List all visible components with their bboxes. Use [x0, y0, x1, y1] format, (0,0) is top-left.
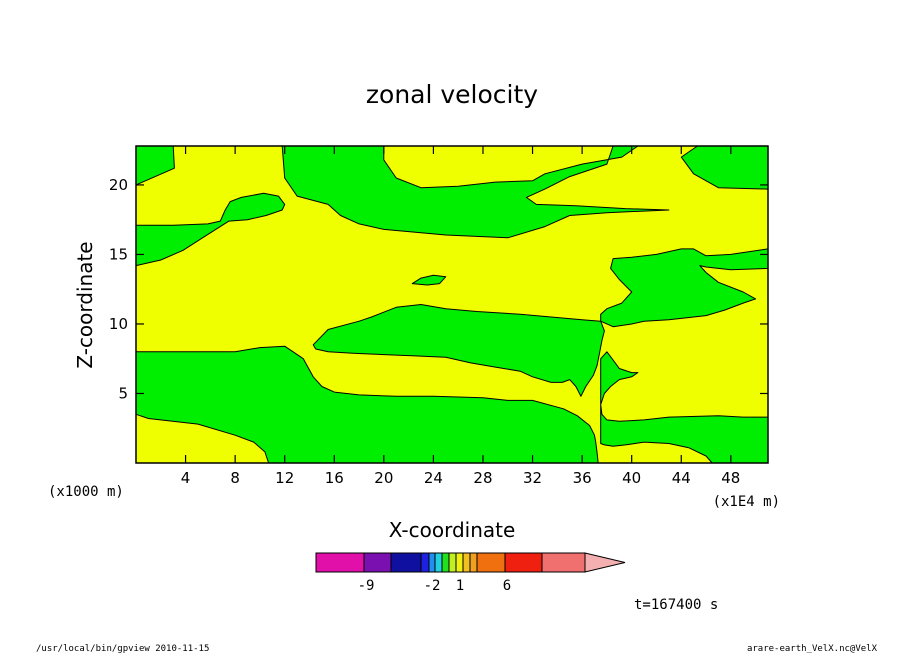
field-region-middle-green: [312, 304, 605, 397]
x-tick-label: 32: [523, 469, 542, 487]
footer-left: /usr/local/bin/gpview 2010-11-15: [36, 644, 209, 654]
x-tick-label: 40: [622, 469, 641, 487]
colorbar-label: -9: [358, 578, 375, 594]
colorbar-arrow: [584, 552, 626, 573]
field-region-right-lower-green: [600, 351, 769, 464]
colorbar-cell: [363, 552, 392, 573]
y-tick-label: 5: [118, 384, 128, 402]
x-tick-label: 4: [181, 469, 191, 487]
colorbar-cell: [428, 552, 436, 573]
field-region-top-center-green: [281, 145, 769, 239]
y-tick-label: 20: [109, 176, 128, 194]
time-label: t=167400 s: [634, 597, 718, 613]
colorbar-cell: [420, 552, 430, 573]
field-region-upper-left-green: [135, 192, 286, 267]
x-axis-label: X-coordinate: [389, 518, 516, 542]
colorbar-cell: [504, 552, 543, 573]
colorbar-cell: [448, 552, 457, 573]
colorbar-cell: [462, 552, 471, 573]
x-tick-label: 36: [573, 469, 592, 487]
x-tick-label: 44: [672, 469, 691, 487]
plot-frame: [135, 145, 769, 464]
colorbar-cell: [390, 552, 422, 573]
colorbar-cell: [455, 552, 464, 573]
field-region-lower-green-band: [135, 345, 599, 464]
field-region-small-blob: [411, 274, 447, 286]
colorbar-cell: [476, 552, 506, 573]
y-axis-label: Z-coordinate: [73, 241, 97, 368]
x-unit-left: (x1000 m): [48, 484, 124, 500]
colorbar-label: -2: [424, 578, 441, 594]
colorbar-cell: [315, 552, 365, 573]
x-tick-label: 16: [325, 469, 344, 487]
x-tick-label: 28: [473, 469, 492, 487]
colorbar-label: 1: [456, 578, 464, 594]
x-tick-label: 24: [424, 469, 443, 487]
colorbar-cell: [441, 552, 450, 573]
colorbar-cell: [541, 552, 586, 573]
x-tick-label: 8: [230, 469, 240, 487]
x-unit-right: (x1E4 m): [713, 494, 780, 510]
x-tick-label: 12: [275, 469, 294, 487]
colorbar-cell: [434, 552, 443, 573]
colorbar-cell: [469, 552, 478, 573]
plot-area: [135, 145, 769, 464]
y-tick-label: 15: [109, 245, 128, 263]
x-tick-label: 48: [721, 469, 740, 487]
x-tick-label: 20: [374, 469, 393, 487]
y-tick-label: 10: [109, 315, 128, 333]
chart-title: zonal velocity: [366, 80, 538, 109]
colorbar: -9 -2 1 6: [315, 552, 626, 594]
colorbar-label: 6: [503, 578, 511, 594]
footer-right: arare-earth_VelX.nc@VelX: [747, 644, 878, 654]
